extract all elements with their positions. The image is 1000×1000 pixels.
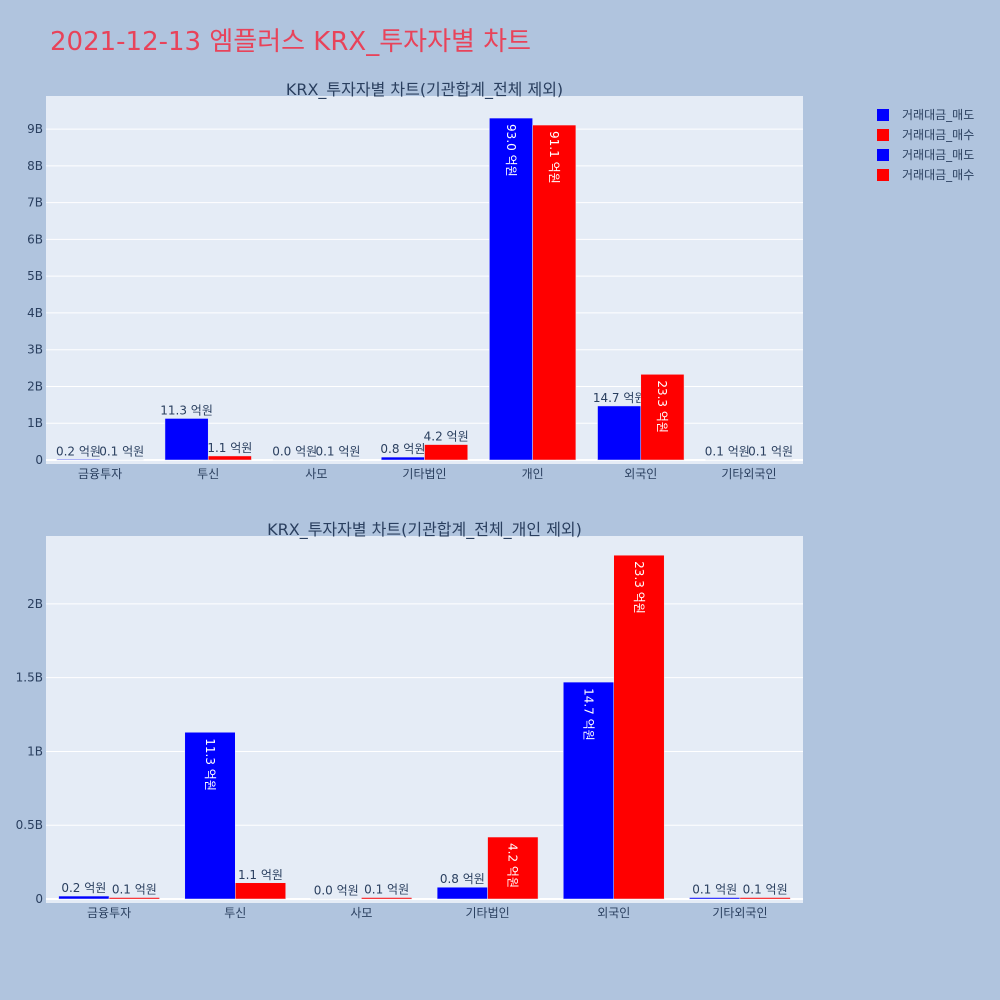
bar-value-label: 93.0 억원 <box>504 124 518 177</box>
y-tick-label: 2B <box>27 597 43 611</box>
y-tick-label: 0.5B <box>16 818 43 832</box>
bar <box>640 374 685 461</box>
bar-value-label: 0.1 억원 <box>692 883 737 897</box>
bar-value-label: 14.7 억원 <box>581 688 595 741</box>
y-tick-label: 6B <box>27 232 43 246</box>
bar-value-label: 11.3 억원 <box>203 738 217 791</box>
x-tick-label: 금융투자 <box>87 906 131 920</box>
x-tick-label: 개인 <box>522 467 544 481</box>
bar <box>436 886 488 900</box>
bar-value-label: 0.1 억원 <box>315 445 360 459</box>
y-tick-label: 2B <box>27 379 43 393</box>
bar-value-label: 1.1 억원 <box>238 868 283 882</box>
page-title: 2021-12-13 엠플러스 KRX_투자자별 차트 <box>50 27 531 57</box>
bar <box>748 459 793 461</box>
bar-value-label: 0.0 억원 <box>314 884 359 898</box>
y-tick-label: 0 <box>35 453 43 467</box>
x-tick-label: 기타법인 <box>465 906 509 920</box>
bar <box>316 459 360 461</box>
y-tick-label: 1B <box>27 416 43 430</box>
legend-swatch <box>877 109 889 121</box>
bar-value-label: 14.7 억원 <box>593 391 646 405</box>
x-tick-label: 사모 <box>305 467 327 481</box>
bar-value-label: 0.1 억원 <box>743 883 788 897</box>
x-tick-label: 외국인 <box>597 906 630 920</box>
bar-value-label: 1.1 억원 <box>207 441 252 455</box>
bar-value-label: 4.2 억원 <box>506 843 520 888</box>
bar-value-label: 0.0 억원 <box>272 445 317 459</box>
bar <box>235 882 286 900</box>
chart-2: 0 0.5B 1B 1.5B 2B KRX_투자자별 차트(기관합계_전체_개인 제외) 금… <box>16 520 803 920</box>
legend-swatch <box>877 169 889 181</box>
y-tick-label: 1.5B <box>16 671 43 685</box>
x-tick-label: 투신 <box>224 906 246 920</box>
legend-label: 거래대금_매수 <box>902 128 974 142</box>
bar <box>310 898 362 900</box>
chart-1: 0 1B 2B 3B 4B 5B 6B 7B 8B 9B KRX_투자자별 차트(기관합계_전체 제… <box>27 80 803 481</box>
y-tick-label: 5B <box>27 269 43 283</box>
bar <box>489 117 533 461</box>
bar <box>207 455 252 461</box>
bar-value-label: 11.3 억원 <box>160 403 213 417</box>
x-tick-label: 외국인 <box>624 467 657 481</box>
bar <box>272 459 317 461</box>
bar <box>613 554 665 900</box>
bar <box>705 459 750 461</box>
bar <box>108 897 160 900</box>
bar-value-label: 0.1 억원 <box>748 445 793 459</box>
y-tick-label: 7B <box>27 196 43 210</box>
bar <box>597 405 642 461</box>
x-tick-label: 기타외국인 <box>712 906 767 920</box>
x-tick-label: 기타법인 <box>402 467 446 481</box>
bar <box>739 897 791 900</box>
plot-area <box>46 536 803 903</box>
y-tick-label: 9B <box>27 122 43 136</box>
bar <box>164 418 209 461</box>
legend-swatch <box>877 149 889 161</box>
bar <box>487 836 539 900</box>
bar-value-label: 0.8 억원 <box>440 872 485 886</box>
x-tick-label: 사모 <box>350 906 372 920</box>
x-tick-label: 투신 <box>197 467 219 481</box>
bar <box>380 456 425 461</box>
bar-value-label: 0.1 억원 <box>705 445 750 459</box>
bar-value-label: 0.1 억원 <box>99 445 144 459</box>
charts-layer: 0 1B 2B 3B 4B 5B 6B 7B 8B 9B KRX_투자자별 차트(기관합계_전체 제… <box>16 80 803 920</box>
chart-title: KRX_투자자별 차트(기관합계_전체 제외) <box>286 80 563 100</box>
bar-value-label: 0.1 억원 <box>112 883 157 897</box>
bar <box>361 897 413 900</box>
bar <box>58 895 110 900</box>
legend-label: 거래대금_매도 <box>902 148 974 162</box>
x-tick-label: 금융투자 <box>78 467 122 481</box>
bar-value-label: 4.2 억원 <box>424 430 469 444</box>
bar <box>532 124 577 461</box>
bar-value-label: 23.3 억원 <box>655 380 669 433</box>
legend-label: 거래대금_매수 <box>902 168 974 182</box>
y-tick-label: 8B <box>27 159 43 173</box>
bar <box>99 459 144 461</box>
bar-value-label: 0.2 억원 <box>56 444 101 458</box>
bar <box>563 681 614 900</box>
legend-label: 거래대금_매도 <box>902 108 974 122</box>
bar <box>689 897 741 900</box>
bar <box>424 444 469 461</box>
bar <box>184 732 236 900</box>
legend-swatch <box>877 129 889 141</box>
bar-value-label: 0.1 억원 <box>364 883 409 897</box>
bar-value-label: 0.2 억원 <box>61 881 106 895</box>
bar <box>56 459 101 461</box>
x-tick-label: 기타외국인 <box>721 467 776 481</box>
chart-title: KRX_투자자별 차트(기관합계_전체_개인 제외) <box>267 520 582 540</box>
y-tick-label: 4B <box>27 306 43 320</box>
y-tick-label: 1B <box>27 744 43 758</box>
y-tick-label: 0 <box>35 892 43 906</box>
bar-value-label: 91.1 억원 <box>547 131 561 184</box>
bar-value-label: 23.3 억원 <box>632 561 646 614</box>
bar-value-label: 0.8 억원 <box>380 442 425 456</box>
y-tick-label: 3B <box>27 343 43 357</box>
